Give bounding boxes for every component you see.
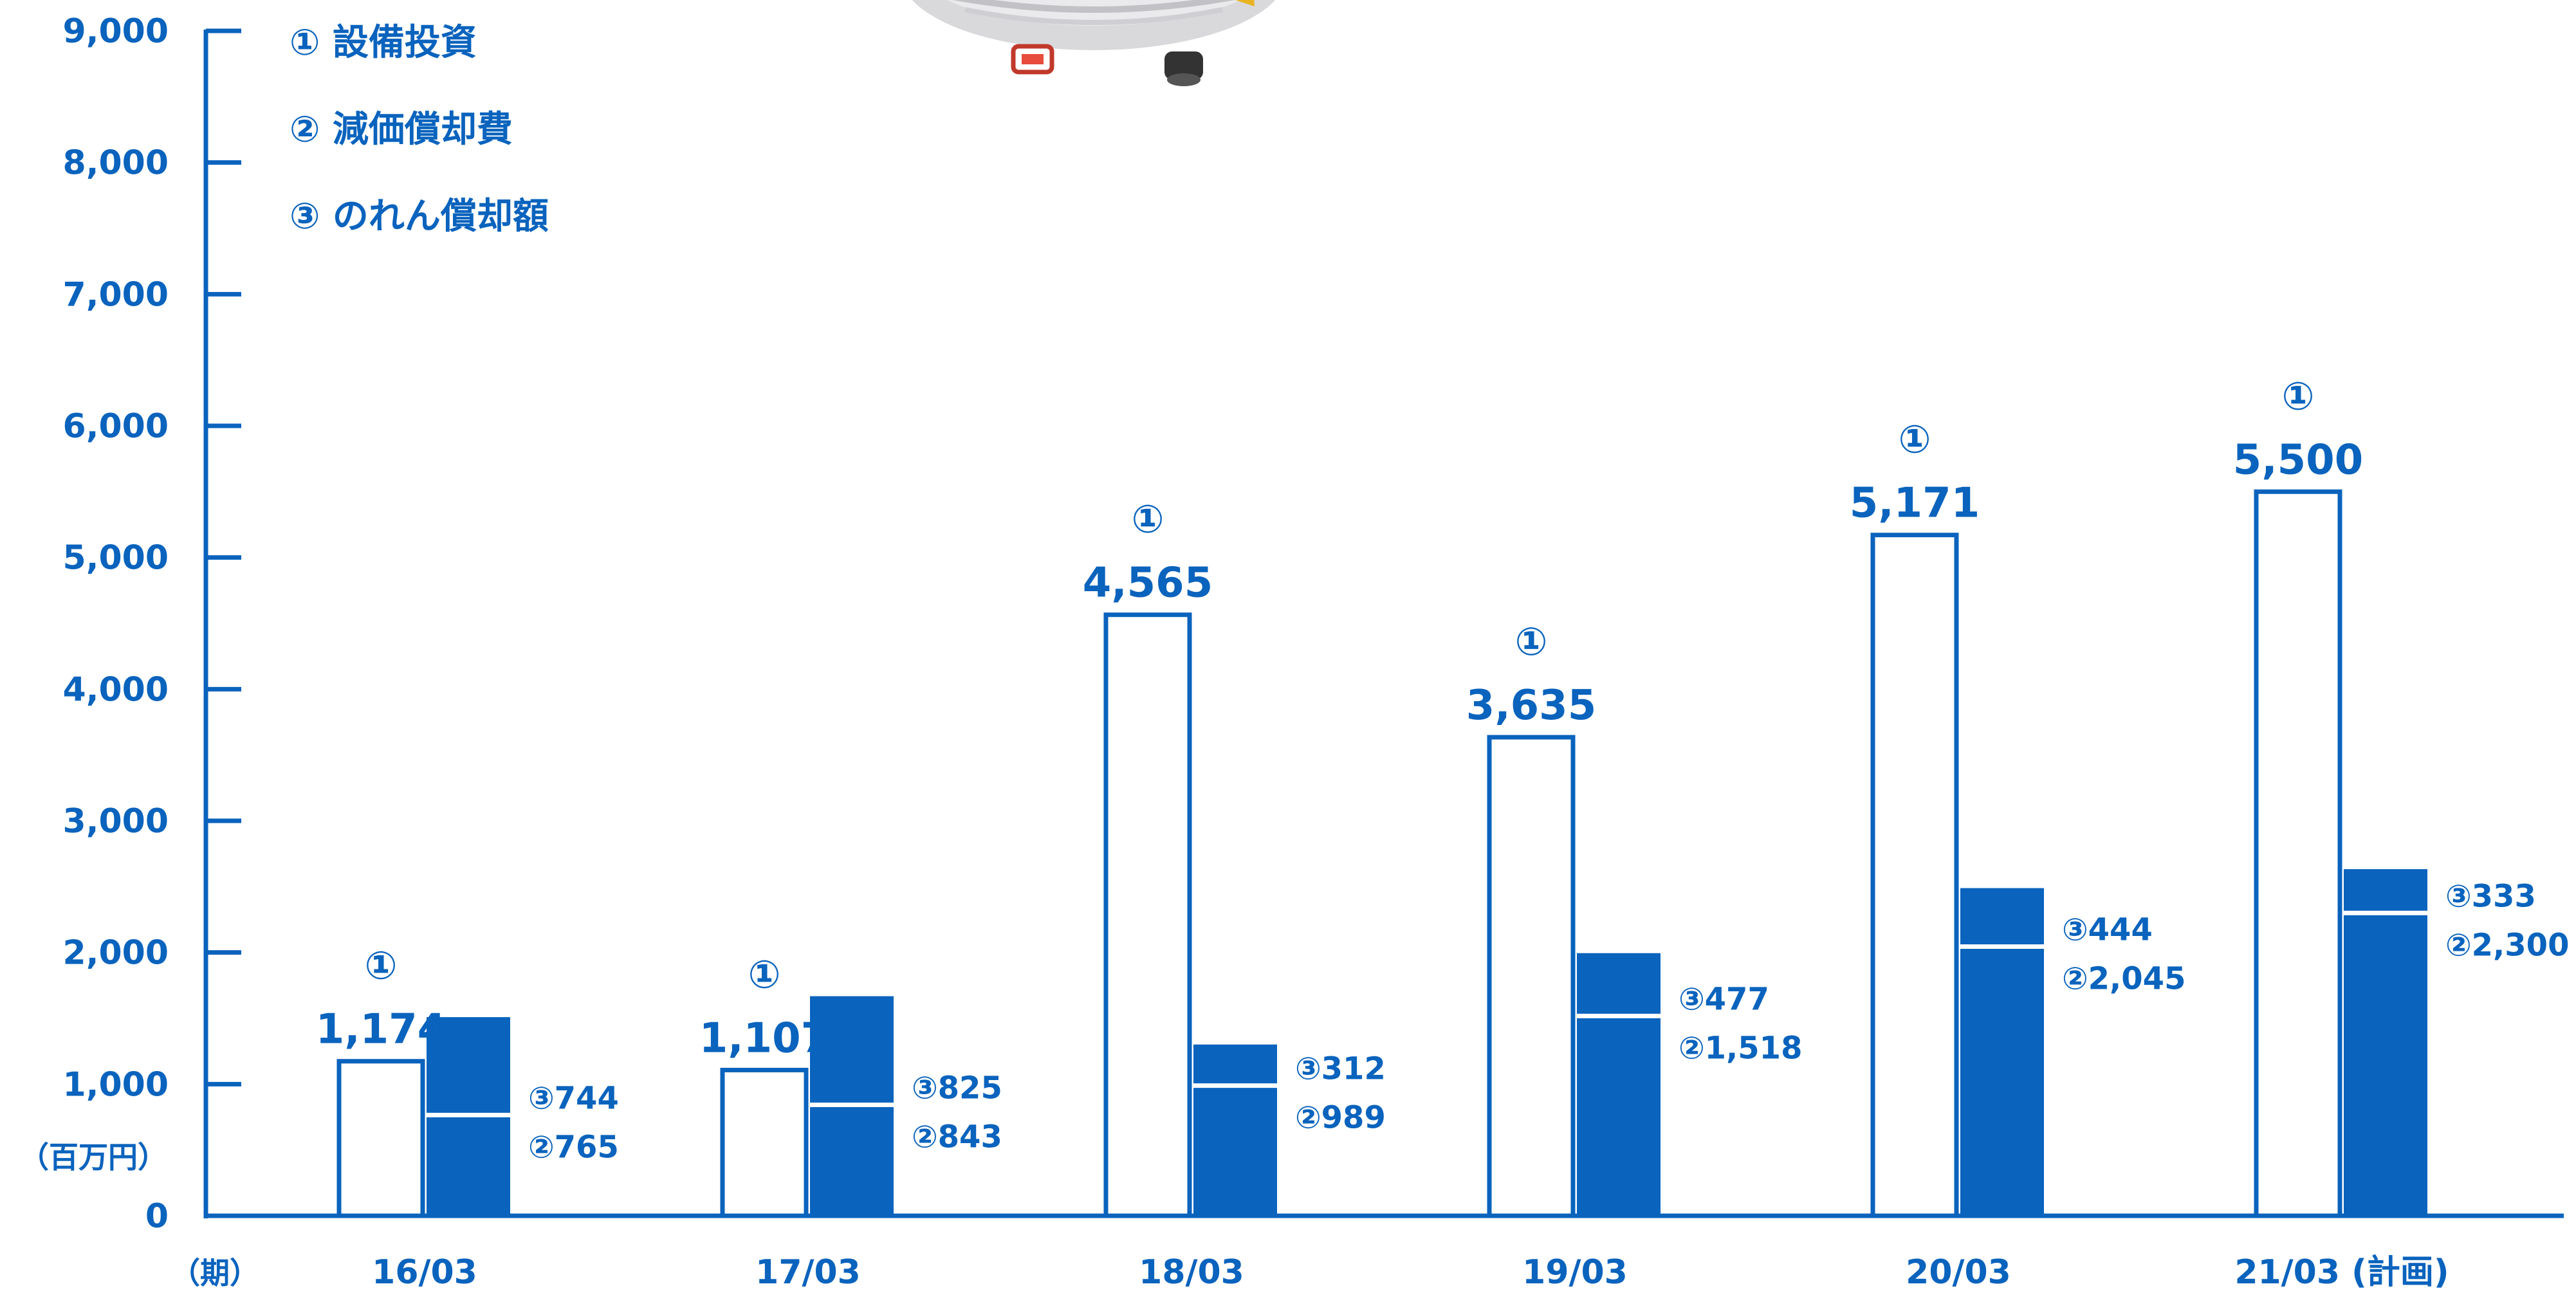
legend-item-depreciation: ② 減価償却費 <box>290 109 513 151</box>
y-tick-label: 4,000 <box>63 670 169 709</box>
capex-bar <box>2254 489 2342 1218</box>
capex-value-label: 3,635 <box>1466 682 1596 729</box>
legend-item-goodwill: ③ のれん償却額 <box>290 196 549 237</box>
capex-marker-label: ① <box>1515 619 1548 665</box>
depreciation-bar <box>810 1105 894 1216</box>
x-tick-label: 19/03 <box>1522 1253 1628 1290</box>
capex-marker-label: ① <box>1132 497 1164 542</box>
capex-marker-label: ① <box>365 944 398 989</box>
x-tick-label: 17/03 <box>755 1253 861 1290</box>
bars <box>336 489 2427 1218</box>
depreciation-value-label: ②1,518 <box>1679 1030 1802 1066</box>
y-tick-label: 1,000 <box>63 1065 169 1104</box>
capex-bar <box>1103 612 1192 1218</box>
depreciation-bar <box>1193 1085 1277 1216</box>
y-tick-label: 6,000 <box>63 407 169 446</box>
goodwill-value-label: ③744 <box>528 1080 619 1116</box>
x-axis-label: （期） <box>170 1256 259 1290</box>
capex-value-label: 1,174 <box>316 1006 446 1054</box>
axes: 0 1,000 2,000 3,000 4,000 5,000 6,000 7,000 8,00… <box>63 12 2564 1236</box>
x-tick-label: 18/03 <box>1139 1253 1244 1290</box>
airship-illustration <box>912 0 1276 86</box>
goodwill-bar <box>810 996 894 1105</box>
capex-value-label: 5,500 <box>2233 436 2363 484</box>
goodwill-bar <box>1960 888 2044 947</box>
data-labels: 1,174 ① ③744 ②765 16/03 1,107 ① ③825 ②843 17/03 4,… <box>316 374 2570 1292</box>
y-tick-label: 8,000 <box>63 144 169 183</box>
depreciation-value-label: ②2,045 <box>2062 960 2185 996</box>
goodwill-value-label: ③444 <box>2062 912 2153 948</box>
depreciation-value-label: ②843 <box>912 1119 1002 1155</box>
capex-value-label: 4,565 <box>1083 560 1213 607</box>
y-tick-label: 0 <box>145 1197 169 1236</box>
capex-marker-label: ① <box>748 952 781 997</box>
legend: ① 設備投資 ② 減価償却費 ③ のれん償却額 <box>290 22 549 237</box>
depreciation-bar <box>427 1115 510 1216</box>
goodwill-value-label: ③825 <box>912 1070 1002 1106</box>
goodwill-bar <box>1577 953 1661 1016</box>
goodwill-value-label: ③477 <box>1679 981 1769 1017</box>
capex-marker-label: ① <box>2282 374 2315 419</box>
depreciation-value-label: ②989 <box>1295 1100 1386 1136</box>
capex-marker-label: ① <box>1899 417 1931 463</box>
y-tick-label: 7,000 <box>63 275 169 314</box>
y-axis-label: （百万円） <box>19 1140 167 1175</box>
depreciation-value-label: ②2,300 <box>2445 927 2569 963</box>
y-tick-label: 3,000 <box>63 802 169 841</box>
capex-value-label: 1,107 <box>699 1014 829 1062</box>
goodwill-value-label: ③312 <box>1295 1051 1386 1087</box>
y-tick-label: 9,000 <box>63 12 169 51</box>
goodwill-bar <box>2344 869 2427 913</box>
y-tick-label: 5,000 <box>63 539 169 578</box>
capex-bar <box>720 1067 809 1218</box>
depreciation-bar <box>2344 913 2427 1216</box>
goodwill-value-label: ③333 <box>2445 878 2536 914</box>
legend-item-capex: ① 設備投資 <box>290 22 477 64</box>
goodwill-bar <box>427 1017 510 1115</box>
x-tick-label: 21/03 (計画) <box>2234 1253 2449 1290</box>
y-tick-label: 2,000 <box>63 934 169 973</box>
x-tick-label: 16/03 <box>372 1253 477 1290</box>
capex-bar <box>336 1059 425 1218</box>
x-tick-label: 20/03 <box>1906 1253 2011 1290</box>
capex-value-label: 5,171 <box>1850 480 1980 527</box>
depreciation-value-label: ②765 <box>528 1129 619 1165</box>
capex-bar <box>1487 735 1576 1218</box>
capex-bar <box>1870 533 1959 1218</box>
depreciation-bar <box>1960 946 2044 1216</box>
goodwill-bar <box>1193 1044 1277 1086</box>
depreciation-bar <box>1577 1016 1661 1216</box>
